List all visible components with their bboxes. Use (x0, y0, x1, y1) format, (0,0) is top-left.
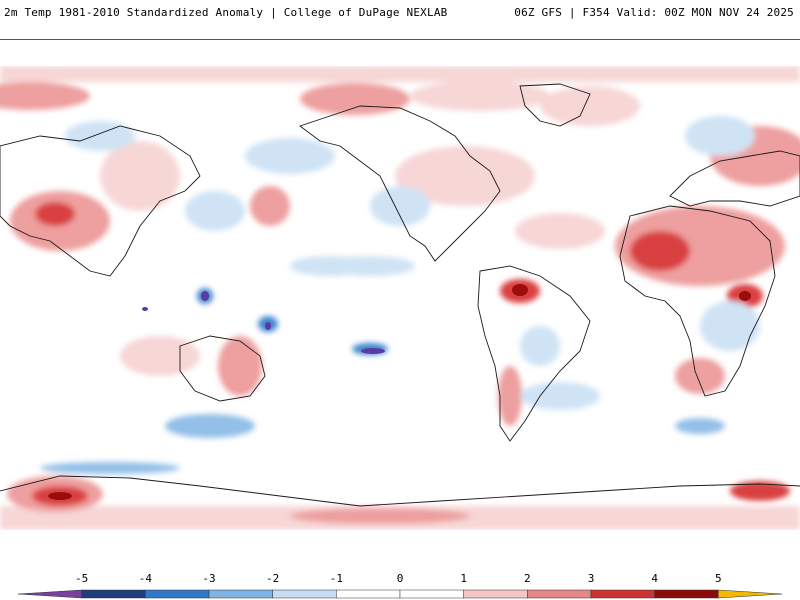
colorbar-tick-label: 4 (651, 572, 658, 585)
colorbar-tick-label: 3 (588, 572, 595, 585)
extreme-warm-spots (48, 284, 751, 500)
colorbar-segment (336, 589, 401, 599)
colorbar-segment (527, 589, 592, 599)
coastlines (0, 83, 800, 507)
anomaly-shading (0, 66, 800, 530)
model-run-info: 06Z GFS | F354 Valid: 00Z MON NOV 24 202… (514, 6, 794, 19)
colorbar-tick-label: 2 (524, 572, 531, 585)
colorbar-segment (145, 589, 210, 599)
colorbar-tick-label: 0 (397, 572, 404, 585)
colorbar-tick-label: -4 (139, 572, 153, 585)
colorbar-segment (590, 589, 655, 599)
colorbar: -5 -4 -3 -2 -1 0 1 2 3 4 5 (17, 572, 783, 599)
colorbar-segment (399, 589, 464, 599)
colorbar-segment (17, 589, 82, 599)
anomaly-map (0, 66, 800, 530)
colorbar-labels: -5 -4 -3 -2 -1 0 1 2 3 4 5 (75, 572, 722, 585)
colorbar-tick-label: -5 (75, 572, 88, 585)
colorbar-segment (654, 589, 719, 599)
colorbar-segment (272, 589, 337, 599)
extreme-cool-spots (142, 291, 385, 354)
colorbar-segment (208, 589, 273, 599)
colorbar-segment (718, 589, 783, 599)
colorbar-tick-label: -1 (330, 572, 343, 585)
colorbar-tick-label: -2 (266, 572, 279, 585)
colorbar-segment (463, 589, 528, 599)
map-title: 2m Temp 1981-2010 Standardized Anomaly |… (4, 6, 448, 19)
colorbar-segment (81, 589, 146, 599)
colorbar-tick-label: 5 (715, 572, 722, 585)
colorbar-segments (17, 589, 783, 599)
colorbar-tick-label: 1 (460, 572, 467, 585)
map-header: 2m Temp 1981-2010 Standardized Anomaly |… (0, 0, 800, 40)
colorbar-tick-label: -3 (202, 572, 215, 585)
